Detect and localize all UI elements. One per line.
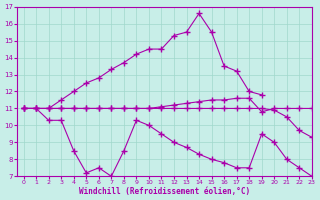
X-axis label: Windchill (Refroidissement éolien,°C): Windchill (Refroidissement éolien,°C) <box>79 187 250 196</box>
